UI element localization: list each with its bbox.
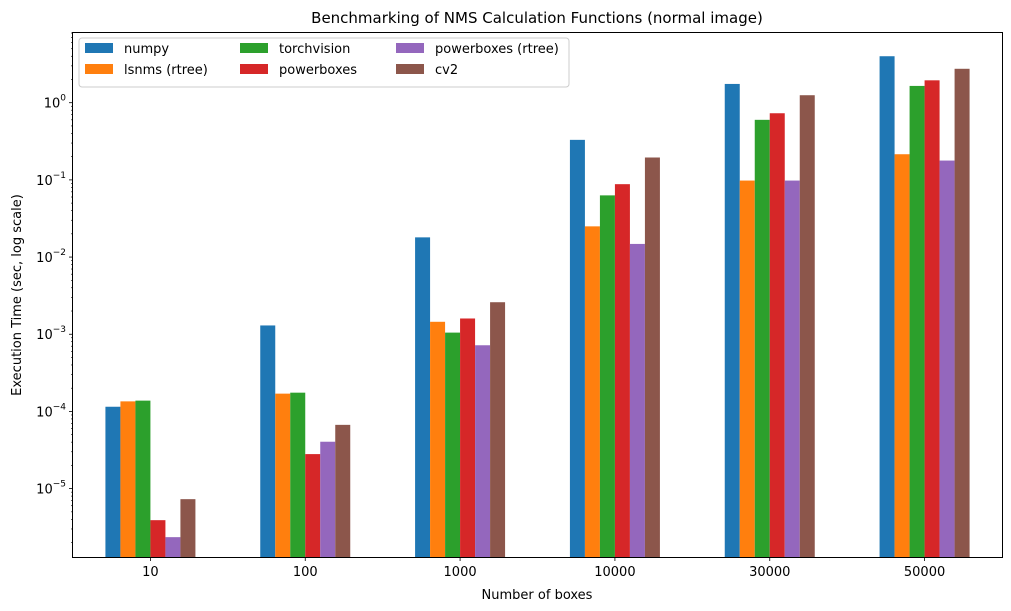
legend-swatch (396, 64, 424, 74)
bar-torchvision-50000 (909, 85, 925, 558)
x-tick-label: 100 (293, 565, 318, 580)
bar-powerboxes-rtree--1000 (475, 345, 491, 557)
bar-torchvision-10000 (599, 195, 615, 557)
bar-lsnms-rtree--10000 (584, 226, 600, 557)
bar-lsnms-rtree--50000 (894, 154, 910, 558)
bar-numpy-100 (260, 325, 276, 557)
bar-powerboxes-rtree--10 (165, 537, 181, 557)
legend-swatch (396, 43, 424, 53)
bar-powerboxes-50000 (924, 80, 940, 557)
x-tick-label: 50000 (904, 565, 945, 580)
legend-label: torchvision (279, 42, 350, 57)
chart-title: Benchmarking of NMS Calculation Function… (311, 9, 763, 27)
bar-lsnms-rtree--1000 (430, 321, 446, 557)
legend-label: powerboxes (279, 63, 357, 78)
y-tick-label: 10−3 (36, 325, 66, 343)
legend-swatch (240, 64, 268, 74)
bar-numpy-30000 (724, 83, 740, 557)
bar-powerboxes-rtree--50000 (939, 160, 955, 557)
y-axis-title: Execution Time (sec, log scale) (10, 194, 25, 396)
legend-label: numpy (124, 42, 169, 57)
bar-numpy-10000 (569, 139, 585, 558)
bar-lsnms-rtree--100 (275, 393, 291, 557)
y-tick-label: 10−2 (36, 248, 66, 266)
bar-numpy-50000 (879, 56, 895, 557)
x-axis-title: Number of boxes (482, 588, 593, 603)
bar-cv2-50000 (954, 68, 970, 557)
legend-label: lsnms (rtree) (124, 63, 208, 78)
y-tick-label: 100 (44, 94, 67, 112)
bar-torchvision-30000 (754, 119, 770, 557)
bar-powerboxes-1000 (460, 318, 476, 557)
x-tick-label: 1000 (444, 565, 477, 580)
y-tick-label: 10−5 (36, 480, 66, 498)
bar-torchvision-10 (135, 400, 151, 557)
bar-powerboxes-100 (305, 454, 321, 557)
bar-powerboxes-rtree--10000 (629, 243, 645, 557)
bar-torchvision-100 (290, 392, 306, 557)
x-axis: 10 100 1000 10000 30000 50000 (142, 557, 945, 580)
y-tick-label: 10−4 (36, 402, 66, 420)
bar-cv2-1000 (490, 302, 506, 557)
legend-swatch (85, 64, 113, 74)
bars-group (105, 56, 970, 558)
legend: numpy lsnms (rtree) torchvision powerboxes p… (78, 37, 570, 88)
bar-cv2-10000 (644, 157, 660, 557)
plot-area-frame (72, 32, 1003, 558)
bar-powerboxes-rtree--30000 (784, 180, 800, 557)
y-axis: 10−5 10−4 10−3 10−2 10−1 100 (36, 32, 73, 543)
bar-lsnms-rtree--10 (120, 401, 136, 557)
bar-cv2-10 (180, 499, 196, 557)
bar-numpy-1000 (415, 237, 431, 558)
bar-powerboxes-10000 (614, 184, 630, 558)
bar-cv2-30000 (799, 95, 815, 557)
legend-label: powerboxes (rtree) (435, 42, 559, 57)
x-tick-label: 10000 (594, 565, 635, 580)
bar-powerboxes-rtree--100 (320, 441, 336, 557)
bar-powerboxes-30000 (769, 113, 785, 557)
bar-cv2-100 (335, 424, 351, 557)
legend-swatch (240, 43, 268, 53)
bar-torchvision-1000 (445, 332, 461, 557)
bar-numpy-10 (105, 406, 121, 557)
x-tick-label: 30000 (749, 565, 790, 580)
legend-frame (78, 37, 570, 88)
bar-powerboxes-10 (150, 520, 166, 557)
bar-lsnms-rtree--30000 (739, 180, 755, 557)
x-tick-label: 10 (142, 565, 159, 580)
legend-swatch (85, 43, 113, 53)
legend-label: cv2 (435, 63, 458, 78)
y-tick-label: 10−1 (36, 171, 66, 189)
